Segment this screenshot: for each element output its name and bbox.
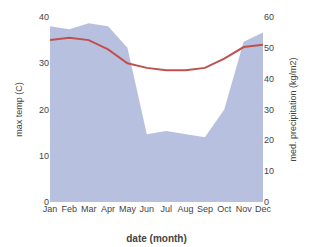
svg-text:med. precipitation (kg/m2): med. precipitation (kg/m2)	[288, 57, 298, 161]
svg-text:Feb: Feb	[62, 204, 78, 214]
svg-text:60: 60	[264, 12, 274, 22]
svg-text:Jul: Jul	[160, 204, 172, 214]
svg-text:Jun: Jun	[140, 204, 155, 214]
svg-text:30: 30	[264, 105, 274, 115]
svg-text:30: 30	[39, 58, 49, 68]
svg-text:Apr: Apr	[101, 204, 115, 214]
svg-text:Sep: Sep	[197, 204, 213, 214]
svg-text:0: 0	[44, 197, 49, 207]
svg-text:50: 50	[264, 43, 274, 53]
svg-text:0: 0	[264, 197, 269, 207]
svg-text:Dec: Dec	[255, 204, 272, 214]
svg-text:10: 10	[264, 166, 274, 176]
svg-text:Oct: Oct	[217, 204, 232, 214]
svg-text:max temp (C): max temp (C)	[14, 82, 24, 137]
svg-text:Aug: Aug	[178, 204, 194, 214]
svg-text:May: May	[119, 204, 137, 214]
svg-text:40: 40	[39, 12, 49, 22]
svg-text:Jan: Jan	[43, 204, 58, 214]
svg-text:date (month): date (month)	[126, 233, 187, 244]
svg-text:10: 10	[39, 151, 49, 161]
svg-text:40: 40	[264, 74, 274, 84]
svg-text:20: 20	[39, 105, 49, 115]
svg-text:20: 20	[264, 135, 274, 145]
svg-text:Mar: Mar	[81, 204, 97, 214]
svg-text:Nov: Nov	[236, 204, 253, 214]
